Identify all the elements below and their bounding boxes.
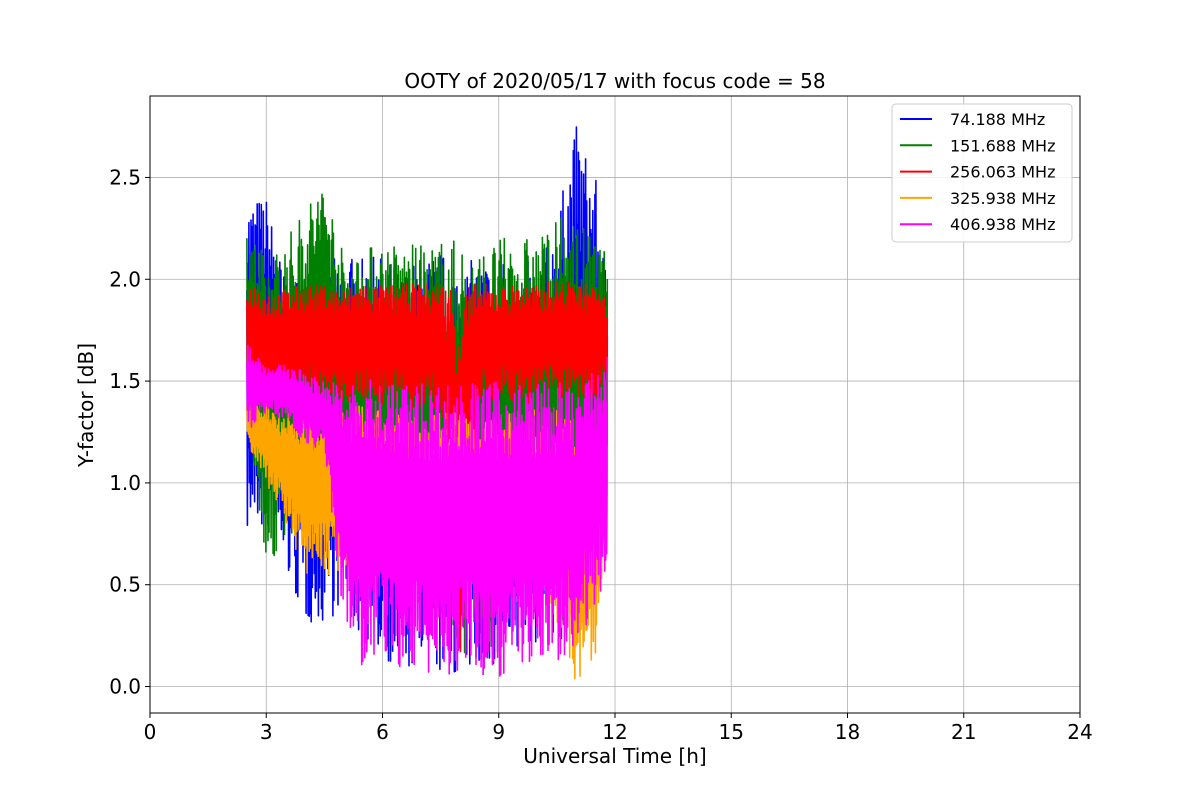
legend-label: 325.938 MHz (950, 189, 1055, 208)
legend: 74.188 MHz 151.688 MHz 256.063 MHz 325.938 … (891, 103, 1073, 243)
legend-label: 151.688 MHz (950, 136, 1055, 155)
x-tick-label: 24 (1067, 720, 1092, 744)
x-tick-label: 0 (144, 720, 157, 744)
legend-box (891, 103, 1073, 243)
y-tick-label: 0.5 (109, 573, 141, 597)
x-axis-label: Universal Time [h] (523, 744, 706, 768)
x-axis-ticks: 0 3 6 9 12 15 18 21 24 (144, 713, 1093, 744)
series-line (246, 344, 609, 677)
legend-label: 256.063 MHz (950, 163, 1055, 182)
y-tick-label: 2.5 (109, 165, 141, 189)
x-tick-label: 21 (951, 720, 976, 744)
x-tick-label: 6 (376, 720, 389, 744)
series-group (246, 126, 609, 680)
y-axis-label: Y-factor [dB] (74, 343, 98, 468)
y-tick-label: 2.0 (109, 267, 141, 291)
legend-label: 406.938 MHz (950, 215, 1055, 234)
x-tick-label: 9 (492, 720, 505, 744)
y-axis-ticks: 0.0 0.5 1.0 1.5 2.0 2.5 (109, 165, 150, 699)
x-tick-label: 3 (260, 720, 273, 744)
x-tick-label: 18 (835, 720, 860, 744)
y-tick-label: 1.0 (109, 471, 141, 495)
legend-label: 74.188 MHz (950, 110, 1045, 129)
y-tick-label: 1.5 (109, 369, 141, 393)
series-line (246, 280, 609, 653)
x-tick-label: 15 (719, 720, 744, 744)
x-tick-label: 12 (602, 720, 627, 744)
chart-title: OOTY of 2020/05/17 with focus code = 58 (404, 69, 825, 93)
y-tick-label: 0.0 (109, 675, 141, 699)
